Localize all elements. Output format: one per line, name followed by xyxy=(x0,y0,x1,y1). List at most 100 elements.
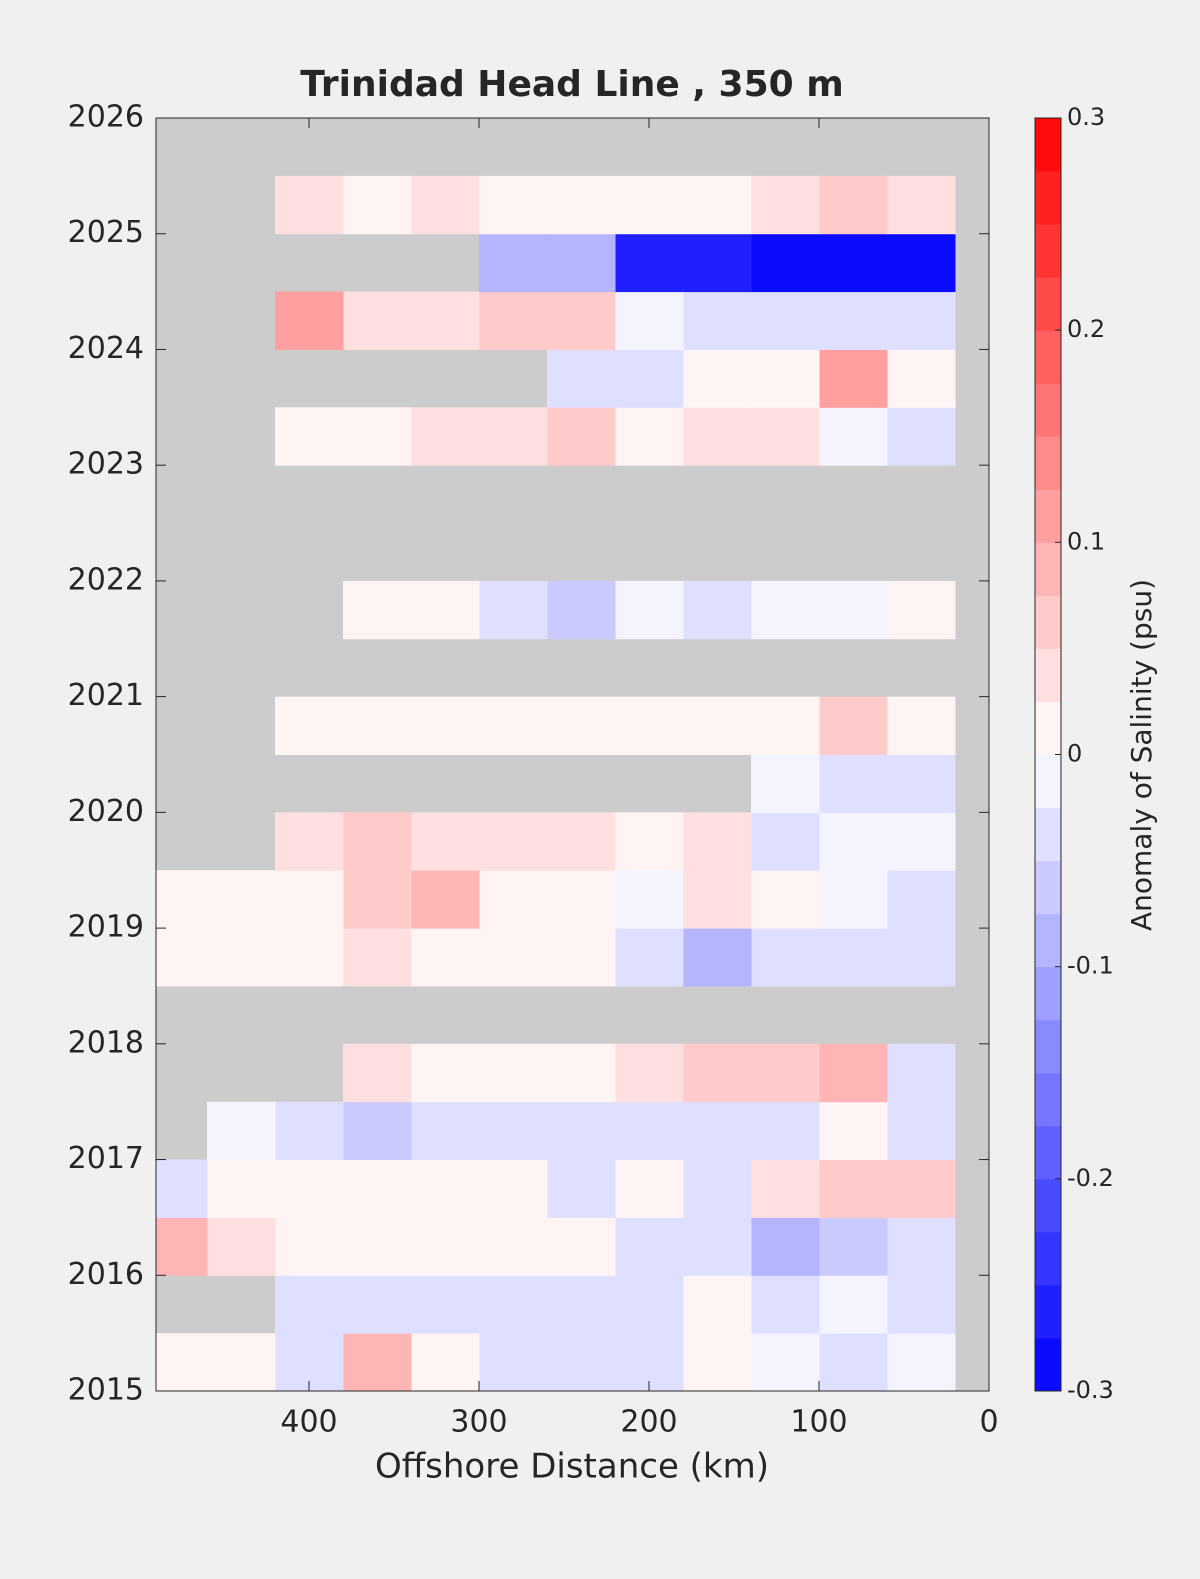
contour-cell xyxy=(751,349,820,408)
contour-cell xyxy=(751,1159,820,1218)
contour-cell xyxy=(275,870,344,929)
colorbar-segment xyxy=(1035,171,1061,225)
y-tick-label: 2015 xyxy=(68,1373,144,1408)
contour-cell xyxy=(615,870,684,929)
contour-cell xyxy=(411,812,480,871)
contour-cell xyxy=(887,580,956,640)
contour-cell xyxy=(479,1333,548,1391)
contour-cell xyxy=(819,928,888,987)
contour-cell xyxy=(547,407,616,466)
colorbar-segment xyxy=(1035,1072,1061,1127)
contour-cell xyxy=(411,580,480,640)
contour-cell xyxy=(411,1043,480,1103)
contour-cell xyxy=(819,349,888,408)
contour-cell xyxy=(683,407,752,466)
contour-cell xyxy=(547,1043,616,1103)
x-tick-label: 200 xyxy=(620,1405,677,1440)
contour-cell xyxy=(819,1333,888,1391)
contour-cell xyxy=(207,928,276,987)
contour-cell xyxy=(207,1333,276,1391)
colorbar-segment xyxy=(1035,1178,1061,1233)
contour-cell xyxy=(615,696,684,755)
contour-cell xyxy=(887,1333,956,1391)
colorbar-tick-label: -0.1 xyxy=(1067,952,1114,980)
contour-cell xyxy=(207,1159,276,1218)
colorbar-label: Anomaly of Salinity (psu) xyxy=(1125,579,1158,931)
contour-cell xyxy=(547,233,616,293)
contour-cell xyxy=(887,1217,956,1276)
contour-cell xyxy=(683,1217,752,1276)
colorbar-segment xyxy=(1035,1337,1061,1392)
contour-cell xyxy=(411,175,480,235)
colorbar-segment xyxy=(1035,807,1061,862)
contour-cell xyxy=(887,696,956,755)
contour-cell xyxy=(615,928,684,987)
contour-cell xyxy=(887,754,956,813)
contour-cell xyxy=(411,1333,480,1391)
contour-cell xyxy=(479,928,548,987)
contour-cell xyxy=(547,1333,616,1391)
colorbar-segment xyxy=(1035,1019,1061,1074)
contour-cell xyxy=(411,928,480,987)
contour-cell xyxy=(751,1101,820,1161)
contour-cell xyxy=(479,1043,548,1103)
contour-cell xyxy=(479,812,548,871)
contour-cell xyxy=(343,928,412,987)
contour-cell xyxy=(479,870,548,929)
contour-cell xyxy=(547,1159,616,1218)
contour-cell xyxy=(275,407,344,466)
colorbar-segment xyxy=(1035,383,1061,437)
colorbar-segment xyxy=(1035,648,1061,702)
contour-cell xyxy=(207,870,276,929)
contour-cell xyxy=(411,1159,480,1218)
contour-cell xyxy=(887,1159,956,1218)
contour-cell xyxy=(275,1217,344,1276)
contour-cell xyxy=(683,1159,752,1218)
x-tick-label: 100 xyxy=(790,1405,847,1440)
contour-cell xyxy=(343,870,412,929)
contour-cell xyxy=(683,291,752,350)
y-tick-label: 2019 xyxy=(68,910,144,945)
contour-cell xyxy=(683,696,752,755)
contour-cell xyxy=(751,928,820,987)
contour-cell xyxy=(547,1275,616,1334)
colorbar-tick-label: -0.3 xyxy=(1067,1376,1114,1404)
x-tick-label: 300 xyxy=(450,1405,507,1440)
x-tick-label: 0 xyxy=(979,1405,998,1440)
y-tick-label: 2025 xyxy=(68,215,144,250)
colorbar-segment xyxy=(1035,1125,1061,1180)
contour-cell xyxy=(683,175,752,235)
contour-cell xyxy=(207,1217,276,1276)
contour-cell xyxy=(275,1159,344,1218)
contour-cell xyxy=(615,291,684,350)
contour-cell xyxy=(275,812,344,871)
contour-cell xyxy=(479,1275,548,1334)
y-tick-label: 2020 xyxy=(68,794,144,829)
contour-cell xyxy=(411,407,480,466)
colorbar-tick-label: -0.2 xyxy=(1067,1164,1114,1192)
y-tick-label: 2023 xyxy=(68,447,144,482)
contour-cell xyxy=(615,233,684,293)
contour-cell xyxy=(819,754,888,813)
contour-cell xyxy=(547,580,616,640)
contour-cell xyxy=(683,870,752,929)
x-axis-label: Offshore Distance (km) xyxy=(375,1447,769,1487)
contour-cell xyxy=(411,870,480,929)
contour-cell xyxy=(887,175,956,235)
contour-cell xyxy=(887,349,956,408)
contour-cell xyxy=(547,812,616,871)
contour-cell xyxy=(547,696,616,755)
colorbar-tick-label: 0.2 xyxy=(1067,315,1105,343)
colorbar-tick-label: 0.1 xyxy=(1067,527,1105,555)
contour-cell xyxy=(887,870,956,929)
y-tick-label: 2022 xyxy=(68,562,144,597)
y-tick-label: 2026 xyxy=(68,100,144,135)
contour-cell xyxy=(683,580,752,640)
contour-cell xyxy=(819,1159,888,1218)
contour-cell xyxy=(683,1275,752,1334)
contour-cell xyxy=(156,870,208,929)
contour-cell xyxy=(343,812,412,871)
contour-cell xyxy=(343,175,412,235)
contour-cell xyxy=(751,175,820,235)
